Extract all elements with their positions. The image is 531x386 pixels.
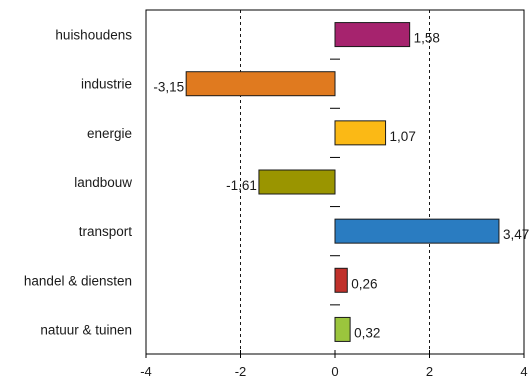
bar bbox=[334, 316, 351, 342]
category-label: landbouw bbox=[74, 175, 132, 190]
x-tick-label: 0 bbox=[331, 364, 338, 379]
category-label: industrie bbox=[81, 77, 132, 92]
category-label: handel & diensten bbox=[24, 273, 132, 288]
value-label: 0,32 bbox=[354, 325, 380, 340]
bar-layer bbox=[185, 22, 500, 342]
x-tick-label: -2 bbox=[235, 364, 247, 379]
category-label: natuur & tuinen bbox=[40, 322, 132, 337]
value-label: 0,26 bbox=[351, 276, 377, 291]
bar bbox=[334, 22, 411, 48]
bar bbox=[185, 71, 336, 97]
x-tick-label: 2 bbox=[426, 364, 433, 379]
category-label: transport bbox=[79, 224, 133, 239]
category-label: huishoudens bbox=[55, 28, 132, 43]
value-label: 3,47 bbox=[503, 227, 529, 242]
value-label: -3,15 bbox=[153, 80, 184, 95]
bar bbox=[334, 267, 348, 293]
bar bbox=[334, 120, 387, 146]
x-tick-label: 4 bbox=[520, 364, 527, 379]
value-label: 1,07 bbox=[390, 129, 416, 144]
x-tick-label: -4 bbox=[140, 364, 152, 379]
bar bbox=[334, 218, 500, 244]
category-label: energie bbox=[87, 126, 132, 141]
label-layer: huishoudens 1,58 industrie -3,15 energie 1,07… bbox=[24, 28, 529, 341]
bar bbox=[258, 169, 336, 195]
axis-layer: -4 -2 0 2 4 bbox=[140, 58, 528, 379]
value-label: 1,58 bbox=[414, 31, 440, 46]
value-label: -1,61 bbox=[226, 178, 257, 193]
